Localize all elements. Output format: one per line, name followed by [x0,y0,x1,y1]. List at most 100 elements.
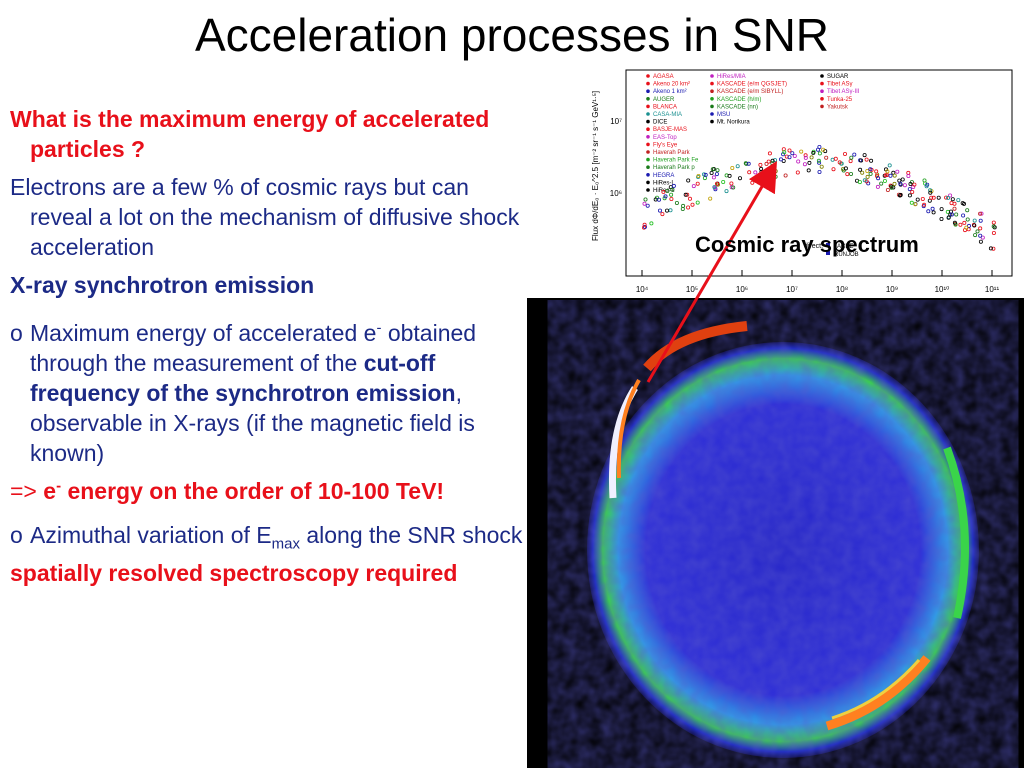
flux-point [926,209,931,214]
flux-point [929,195,934,200]
y-tick-labels: 10⁷ 10⁶ [610,117,622,198]
flux-point [747,170,752,175]
legend-entry: Tibet ASγ [827,82,852,88]
flux-point [920,196,925,201]
legend-entry: MSU [717,112,730,118]
flux-point [922,202,927,207]
x-tick-label: 10⁴ [636,285,649,294]
flux-point [795,170,800,175]
flux-point [781,147,786,152]
flux-point [908,182,913,187]
flux-point [907,193,912,198]
legend-marker [646,112,650,116]
legend-entry: Akeno 20 km² [653,82,690,88]
legend-marker [646,89,650,93]
flux-point [669,196,674,201]
legend-marker [710,119,714,124]
flux-point [948,212,953,217]
flux-point [952,220,957,225]
y-tick-label: 10⁷ [610,117,622,126]
x-tick-label: 10⁹ [886,285,898,294]
flux-point [658,208,663,213]
legend-marker [710,74,714,78]
flux-point [781,152,786,157]
flux-point [992,225,997,230]
flux-point [988,246,993,251]
flux-point [965,217,970,222]
flux-point [807,160,812,165]
flux-point [848,159,853,164]
legend-entry: KASCADE (nn) [717,104,758,110]
flux-point [657,197,662,202]
flux-point [949,212,954,217]
flux-point [690,202,695,207]
flux-point [895,169,900,174]
flux-point [991,230,996,235]
flux-point [708,196,713,201]
flux-point [709,171,714,176]
flux-point [842,152,847,157]
legend-entry: KASCADE (h/m) [717,97,761,103]
flux-point [858,167,863,172]
flux-point [668,208,673,213]
flux-point [915,197,920,202]
flux-point [802,162,807,167]
flux-point [645,203,650,208]
flux-point [711,175,716,180]
flux-point [865,174,870,179]
flux-point [837,160,842,165]
flux-point [972,223,977,228]
bullet-mark: o [10,522,23,548]
bullet-mark: o [10,320,23,346]
x-tick-label: 10⁶ [736,285,748,294]
spectrum-plot: Flux dΦ/dE₀ · E₀^2.5 [m⁻² sr⁻¹ s⁻¹ GeV¹·… [591,69,1013,310]
legend-entry: EAS-Top [653,135,677,141]
legend-entry: HiRes/MIA [717,74,746,80]
legend-entry: Haverah Park p [653,165,695,171]
slide-text-body: What is the maximum energy of accelerate… [10,104,530,596]
bullet-max-energy: o Maximum energy of accelerated e- obtain… [10,319,477,466]
legend-entry: Haverah Park [653,150,691,156]
direct-marker [826,251,830,255]
flux-point [950,197,955,202]
flux-point [649,221,654,226]
legend-marker [646,180,650,185]
flux-point [821,147,826,152]
flux-point [928,188,933,193]
flux-point [913,202,918,207]
legend-entry: Akeno 1 km² [653,89,687,95]
flux-point [958,222,963,227]
flux-point [907,187,912,192]
slide-title: Acceleration processes in SNR [194,9,830,61]
flux-point [688,196,693,201]
flux-point [944,195,949,200]
flux-point [972,218,977,223]
flux-point [816,158,821,163]
legend-entry: Fly's Eye [653,142,678,148]
flux-point [892,181,897,186]
flux-point [885,188,890,193]
flux-point [865,169,870,174]
flux-point [730,166,735,171]
legend-marker [646,188,650,192]
legend-marker [646,135,650,139]
flux-point [773,174,778,179]
flux-point [695,181,700,186]
flux-point [875,184,880,189]
legend-entry: CASA-MIA [653,112,682,118]
flux-point [952,206,957,211]
flux-point [939,207,944,212]
flux-point [767,151,772,156]
flux-point [902,183,907,188]
legend-entry: KASCADE (e/m SIBYLL) [717,89,783,95]
question-text: What is the maximum energy of accelerate… [10,106,490,162]
flux-point [954,212,959,217]
legend-column-2: HiRes/MIA KASCADE (e/m QGSJET)KASCADE (e/… [710,74,787,126]
flux-point [642,222,647,227]
flux-point [945,209,950,214]
snr-xray-image [527,298,1024,768]
flux-point [762,176,767,181]
snr-xray-map [587,321,979,758]
legend-entry: Mt. Norikura [717,120,750,126]
